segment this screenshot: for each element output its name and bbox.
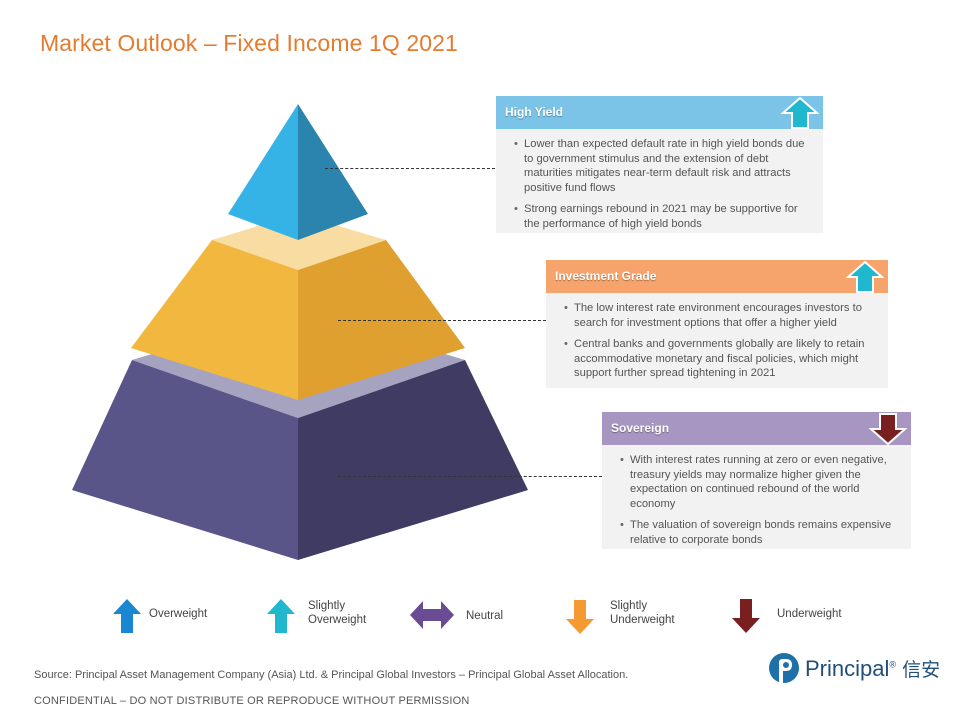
panel-sovereign-header: Sovereign xyxy=(602,412,911,445)
logo-chinese: 信安 xyxy=(902,660,941,681)
underweight-arrow-icon xyxy=(869,413,907,445)
pyramid-middle-tier-top xyxy=(212,214,386,270)
leader-line-sovereign xyxy=(338,476,602,477)
list-item: The valuation of sovereign bonds remains… xyxy=(620,518,903,547)
principal-logo: Principal® 信安 xyxy=(767,651,942,687)
panel-high-yield-title: High Yield xyxy=(505,105,564,119)
legend-label-underweight: Underweight xyxy=(777,608,842,620)
pyramid-top-tier-left xyxy=(228,104,298,240)
panel-high-yield-bullets: Lower than expected default rate in high… xyxy=(496,129,823,240)
footer-source: Source: Principal Asset Management Compa… xyxy=(34,669,629,681)
leader-line-high-yield xyxy=(325,168,495,169)
panel-high-yield-header: High Yield xyxy=(496,96,823,129)
legend-label-overweight: Overweight xyxy=(149,608,208,620)
page-title: Market Outlook – Fixed Income 1Q 2021 xyxy=(40,30,458,56)
panel-high-yield: High Yield Lower than expected default r… xyxy=(496,96,823,233)
leader-line-investment-grade xyxy=(338,320,546,321)
principal-logo-icon xyxy=(769,653,799,683)
legend-label-neutral: Neutral xyxy=(466,610,504,622)
list-item: With interest rates running at zero or e… xyxy=(620,453,903,511)
legend-label-slightly-overweight: Slightly Overweight xyxy=(308,600,367,626)
pyramid-base-tier-right xyxy=(298,360,528,560)
panel-sovereign-bullets: With interest rates running at zero or e… xyxy=(602,445,911,556)
panel-investment-grade-title: Investment Grade xyxy=(555,269,657,283)
list-item: The low interest rate environment encour… xyxy=(564,301,880,330)
neutral-arrow-icon xyxy=(410,601,454,629)
panel-investment-grade-header: Investment Grade xyxy=(546,260,888,293)
overweight-arrow-icon xyxy=(113,599,141,633)
panel-investment-grade-bullets: The low interest rate environment encour… xyxy=(546,293,888,389)
pyramid-top-tier-right xyxy=(298,104,368,240)
list-item: Lower than expected default rate in high… xyxy=(514,137,815,195)
pyramid-middle-tier-left xyxy=(131,240,298,400)
panel-investment-grade: Investment Grade The low interest rate e… xyxy=(546,260,888,388)
underweight-arrow-icon xyxy=(732,599,760,633)
panel-sovereign: Sovereign With interest rates running at… xyxy=(602,412,911,549)
logo-wordmark: Principal xyxy=(805,656,890,681)
slightly-overweight-arrow-icon xyxy=(267,599,295,633)
pyramid-base-tier-left xyxy=(72,360,298,560)
slightly-underweight-arrow-icon xyxy=(566,600,594,634)
legend-label-slightly-underweight: Slightly Underweight xyxy=(610,600,675,626)
slightly-overweight-arrow-icon xyxy=(781,97,819,129)
panel-sovereign-title: Sovereign xyxy=(611,421,670,435)
footer-confidential: CONFIDENTIAL – DO NOT DISTRIBUTE OR REPR… xyxy=(34,695,470,707)
slightly-overweight-arrow-icon xyxy=(846,261,884,293)
list-item: Strong earnings rebound in 2021 may be s… xyxy=(514,202,815,231)
list-item: Central banks and governments globally a… xyxy=(564,337,880,381)
